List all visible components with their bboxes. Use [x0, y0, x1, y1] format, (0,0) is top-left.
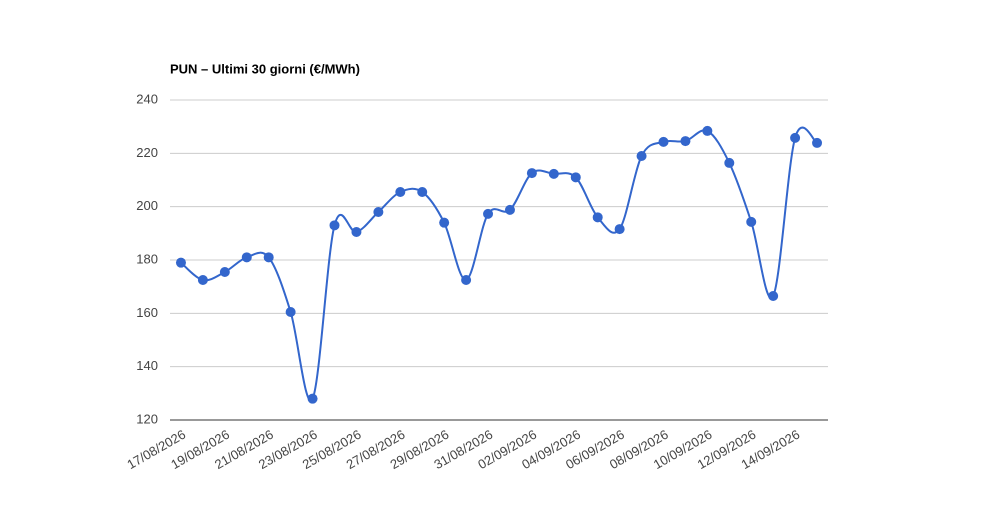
- point: [790, 132, 801, 143]
- point: [636, 151, 647, 161]
- y-tick-label: 240: [136, 91, 158, 106]
- point: [263, 252, 274, 263]
- y-tick-label: 220: [136, 145, 158, 160]
- point: [504, 204, 515, 215]
- y-tick-label: 180: [136, 251, 158, 266]
- y-tick-label: 120: [136, 411, 158, 426]
- point: [680, 136, 691, 147]
- point: [197, 275, 208, 285]
- point: [329, 220, 340, 231]
- y-tick-label: 200: [136, 198, 158, 213]
- point: [768, 291, 779, 301]
- point: [241, 252, 252, 263]
- point: [812, 137, 823, 148]
- point: [307, 393, 318, 404]
- y-tick-label: 140: [136, 358, 158, 373]
- point: [526, 168, 537, 179]
- point: [285, 307, 296, 317]
- point: [461, 275, 472, 285]
- point: [570, 172, 581, 183]
- point: [483, 208, 494, 219]
- point: [658, 136, 669, 147]
- point: [175, 257, 186, 268]
- point: [592, 212, 603, 223]
- point: [351, 227, 362, 237]
- point: [219, 267, 230, 277]
- point: [746, 216, 757, 227]
- point: [548, 168, 559, 179]
- point: [439, 217, 450, 228]
- point: [373, 207, 384, 217]
- y-tick-label: 160: [136, 305, 158, 320]
- point: [702, 125, 713, 136]
- line: [180, 126, 818, 402]
- point: [614, 224, 625, 235]
- point: [395, 187, 406, 197]
- chart-title: PUN – Ultimi 30 giorni (€/MWh): [170, 61, 360, 76]
- point: [417, 187, 428, 197]
- point: [724, 157, 735, 168]
